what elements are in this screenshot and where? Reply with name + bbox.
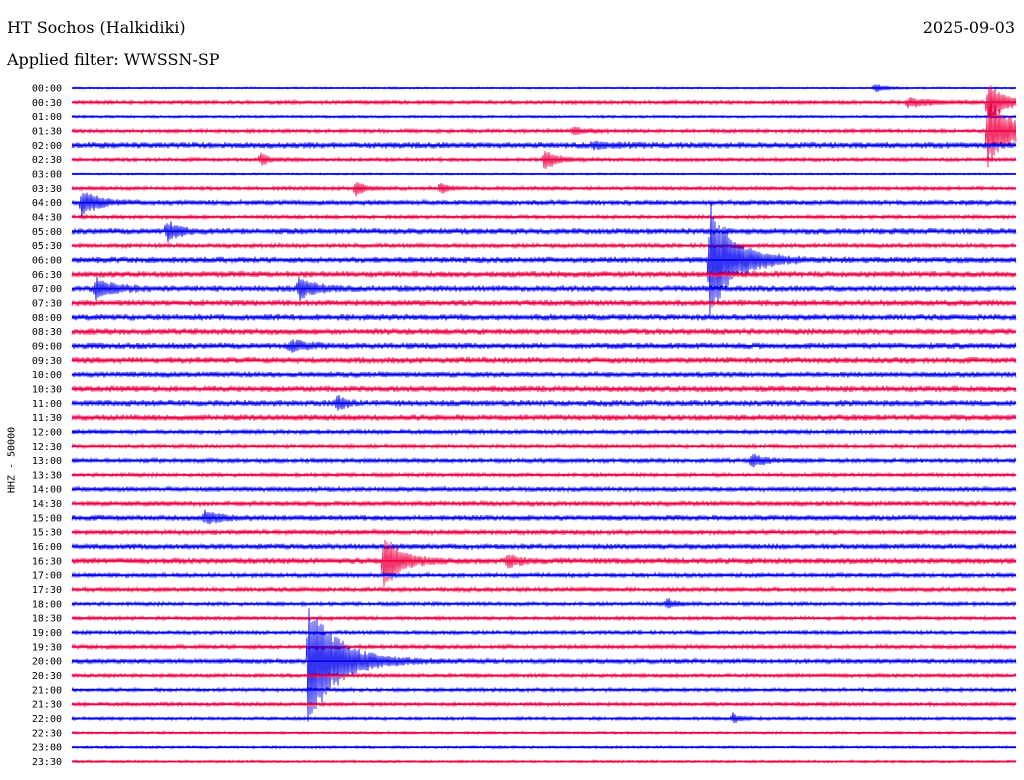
row-label: 00:30 (32, 98, 62, 109)
row-label: 11:00 (32, 399, 62, 410)
row-label: 20:30 (32, 671, 62, 682)
row-label: 00:00 (32, 84, 62, 95)
row-label: 10:00 (32, 370, 62, 381)
row-label: 23:00 (32, 743, 62, 754)
row-label: 06:00 (32, 255, 62, 266)
row-label: 19:30 (32, 642, 62, 653)
row-label: 21:00 (32, 685, 62, 696)
row-label: 09:30 (32, 356, 62, 367)
trace-row (71, 140, 1017, 151)
row-label: 12:30 (32, 442, 62, 453)
row-label: 08:30 (32, 327, 62, 338)
trace-row (71, 181, 1017, 197)
row-label: 22:00 (32, 714, 62, 725)
filter-label: Applied filter: WWSSN-SP (7, 50, 220, 69)
row-label: 15:30 (32, 528, 62, 539)
trace-row (71, 712, 1017, 724)
row-label: 02:00 (32, 141, 62, 152)
row-label: 08:00 (32, 313, 62, 324)
row-label: 07:00 (32, 284, 62, 295)
row-label: 13:30 (32, 470, 62, 481)
row-label: 07:30 (32, 298, 62, 309)
row-label: 17:00 (32, 571, 62, 582)
row-labels: 00:00 00:30 01:00 01:30 02:00 02:30 03:00 03:30… (32, 84, 62, 769)
trace-row (71, 339, 1017, 354)
row-label: 12:00 (32, 427, 62, 438)
row-label: 14:30 (32, 499, 62, 510)
row-label: 04:00 (32, 198, 62, 209)
row-label: 19:00 (32, 628, 62, 639)
row-label: 16:00 (32, 542, 62, 553)
row-label: 23:30 (32, 757, 62, 768)
row-label: 02:30 (32, 155, 62, 166)
row-label: 04:30 (32, 212, 62, 223)
trace-row (71, 413, 1017, 422)
trace-row (71, 509, 1017, 525)
row-label: 21:30 (32, 700, 62, 711)
row-label: 17:30 (32, 585, 62, 596)
row-label: 09:00 (32, 341, 62, 352)
row-label: 03:00 (32, 169, 62, 180)
row-label: 03:30 (32, 184, 62, 195)
station-title: HT Sochos (Halkidiki) (7, 18, 186, 37)
traces (71, 84, 1017, 764)
row-label: 01:30 (32, 126, 62, 137)
row-label: 11:30 (32, 413, 62, 424)
trace-row (71, 192, 1017, 218)
trace-row (71, 608, 1017, 722)
row-label: 16:30 (32, 556, 62, 567)
row-label: 06:30 (32, 270, 62, 281)
row-label: 14:00 (32, 485, 62, 496)
row-label: 13:00 (32, 456, 62, 467)
row-label: 15:00 (32, 513, 62, 524)
trace-row (71, 99, 1017, 168)
row-label: 05:30 (32, 241, 62, 252)
row-label: 05:00 (32, 227, 62, 238)
row-label: 20:00 (32, 657, 62, 668)
row-label: 01:00 (32, 112, 62, 123)
row-label: 18:30 (32, 614, 62, 625)
plot-date: 2025-09-03 (922, 18, 1015, 37)
row-label: 22:30 (32, 728, 62, 739)
row-label: 18:00 (32, 599, 62, 610)
row-label: 10:30 (32, 384, 62, 395)
